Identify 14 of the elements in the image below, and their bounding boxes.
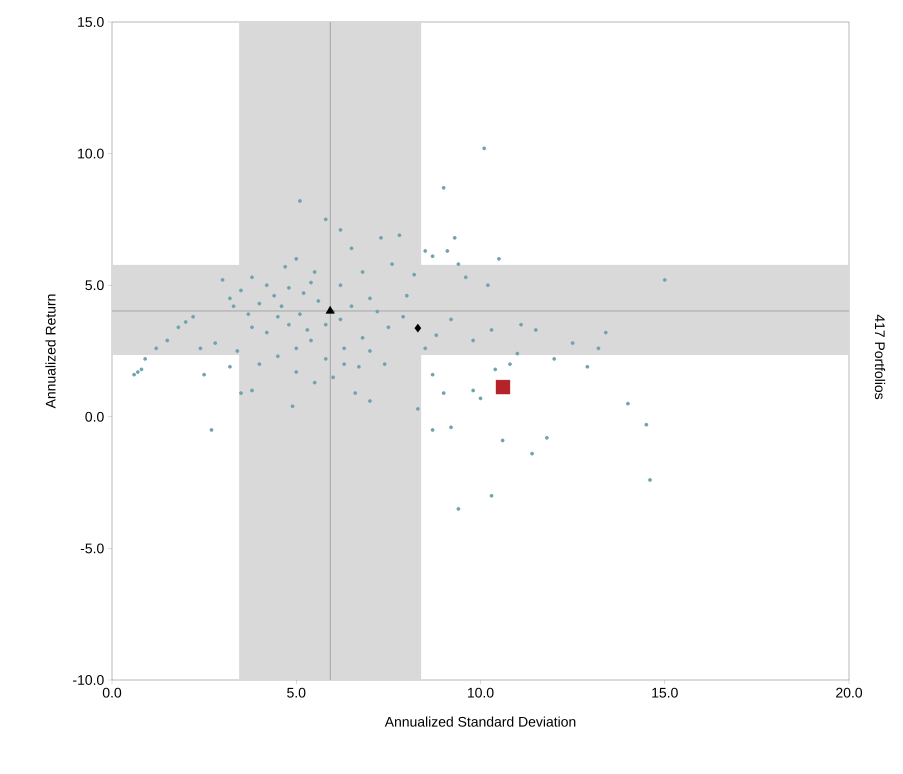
y-tick-label: 10.0: [78, 148, 104, 159]
y-axis-title: Annualized Return: [45, 294, 56, 408]
x-tick-label: 15.0: [652, 688, 678, 698]
y-tick-label: 15.0: [78, 17, 104, 27]
y-tick-label: -5.0: [80, 543, 104, 554]
x-tick-label: 5.0: [287, 688, 306, 698]
y-tick-label: -10.0: [73, 675, 104, 685]
x-tick-label: 0.0: [102, 688, 122, 698]
y-tick-label: 5.0: [85, 280, 104, 290]
y2-axis-title: 417 Portfolios: [874, 314, 886, 400]
x-tick-label: 10.0: [468, 688, 494, 698]
x-axis-title: Annualized Standard Deviation: [384, 716, 576, 727]
y-tick-label: 0.0: [85, 412, 104, 422]
x-tick-label: 20.0: [836, 688, 862, 698]
